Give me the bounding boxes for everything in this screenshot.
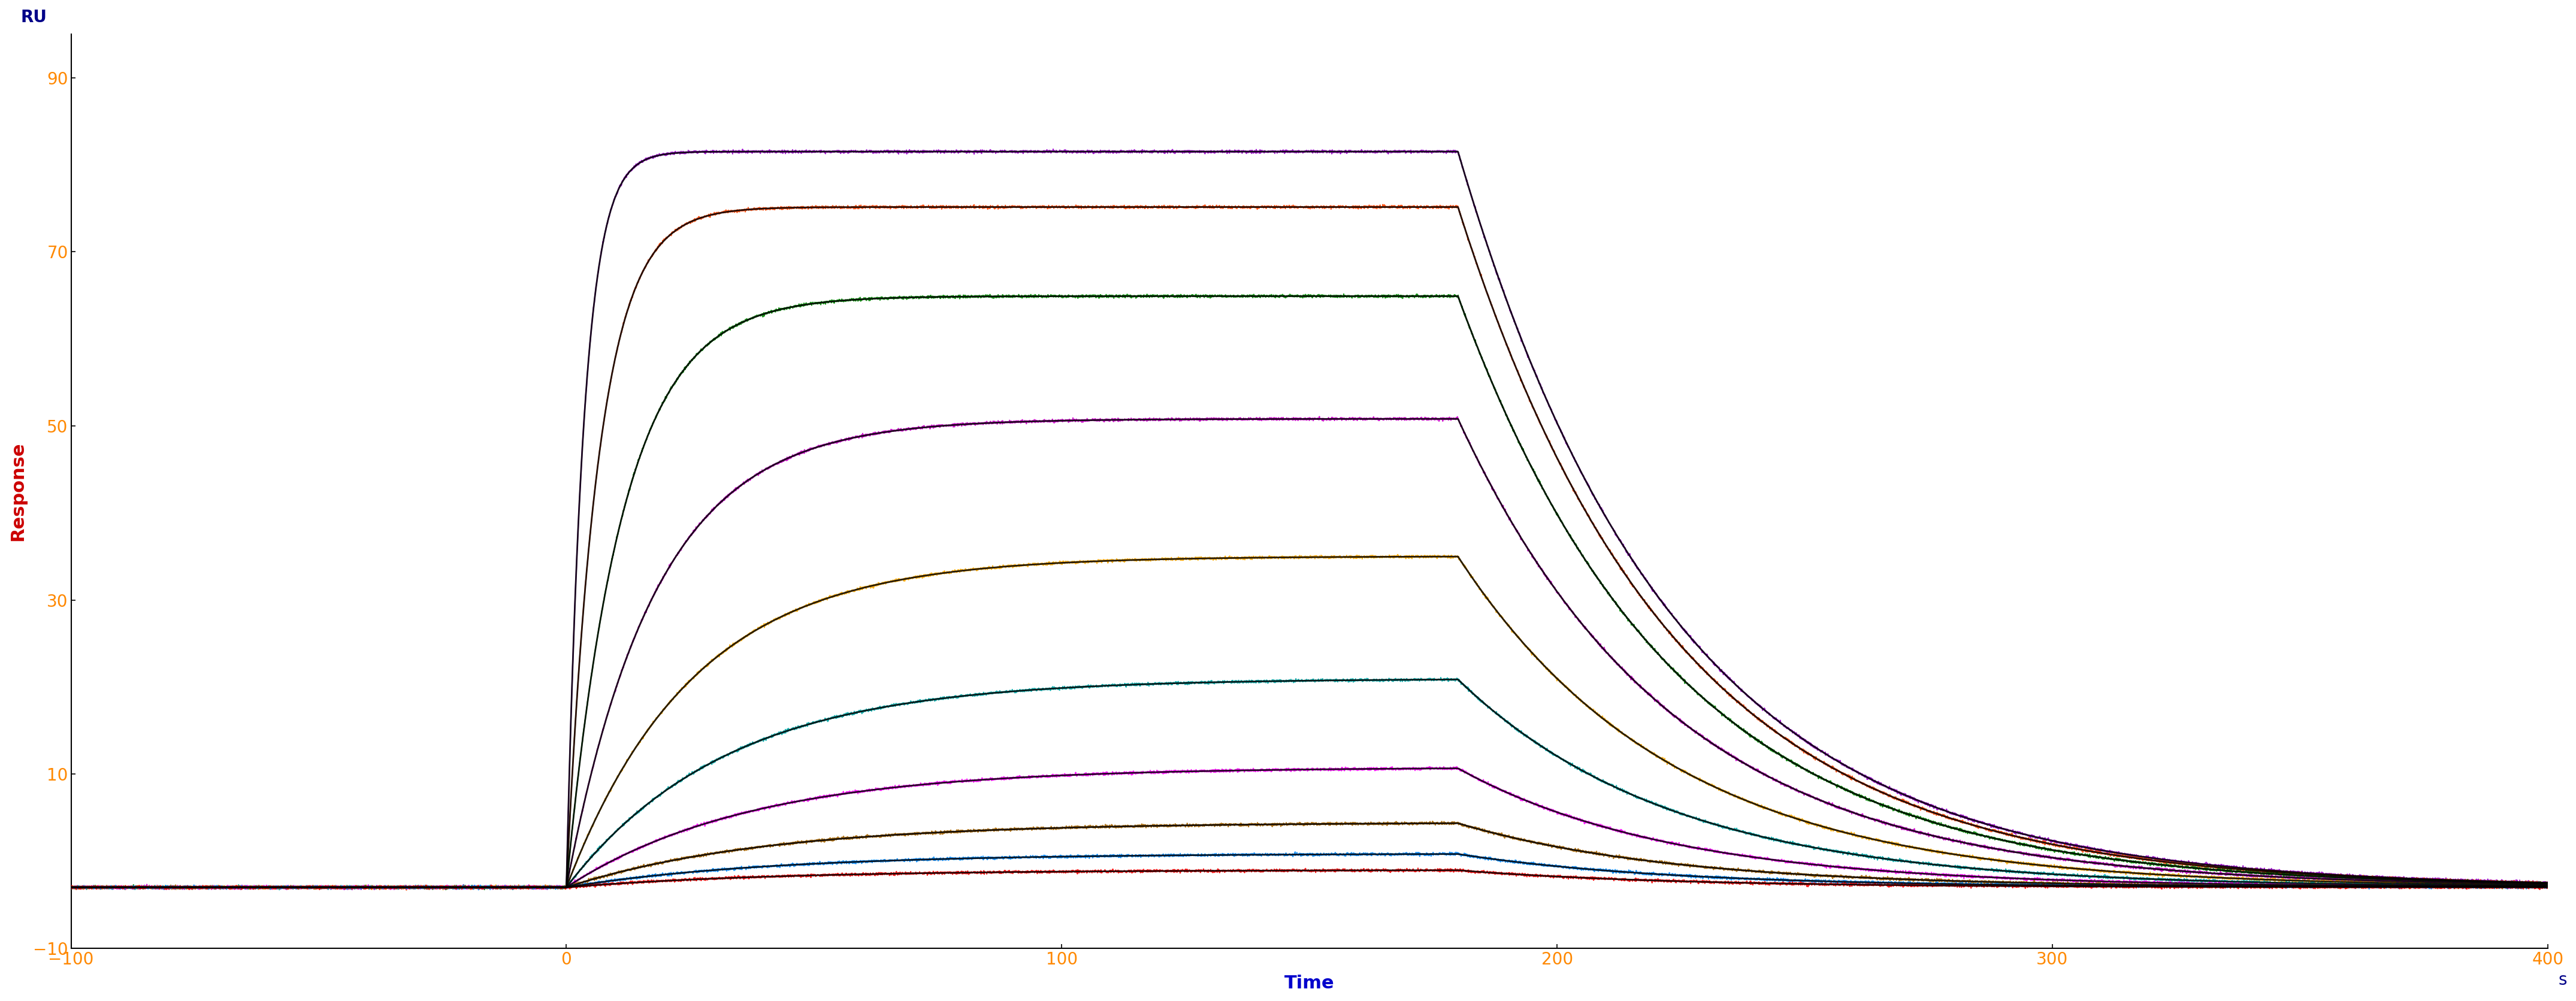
Text: RU: RU: [21, 9, 46, 26]
Y-axis label: Response: Response: [8, 441, 26, 541]
X-axis label: Time: Time: [1285, 975, 1334, 992]
Text: s: s: [2558, 972, 2568, 988]
